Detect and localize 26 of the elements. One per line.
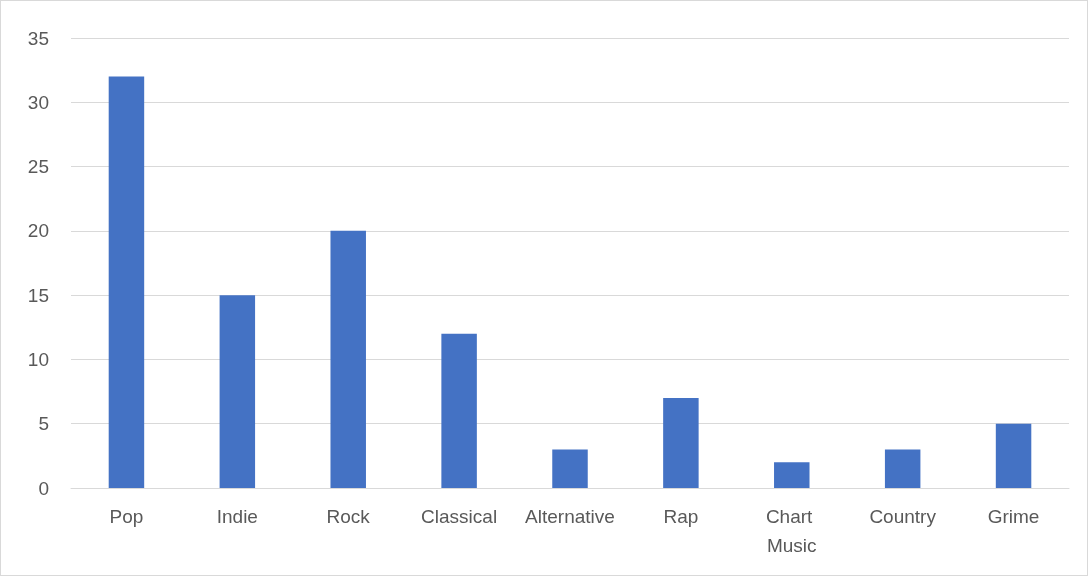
- y-tick-label: 15: [27, 284, 49, 306]
- x-tick-label: Classical: [421, 506, 498, 527]
- bar: [219, 295, 256, 488]
- x-tick-label: Rock: [326, 506, 371, 527]
- y-tick-label: 5: [38, 413, 49, 435]
- bar: [330, 230, 366, 488]
- bar: [441, 333, 477, 488]
- y-tick-label: 10: [27, 348, 49, 370]
- y-tick-label: 0: [38, 477, 49, 499]
- y-tick-label: 25: [27, 156, 49, 178]
- x-tick-label: Country: [869, 506, 937, 527]
- bar: [663, 398, 699, 488]
- bar: [108, 76, 145, 488]
- x-tick-label: Alternative: [525, 506, 615, 527]
- bar: [774, 462, 810, 488]
- y-tick-label: 35: [27, 27, 49, 49]
- y-tick-label: 20: [27, 220, 49, 242]
- x-tick-label: Indie: [216, 506, 258, 527]
- y-tick-label: 30: [27, 91, 49, 113]
- x-tick-label: Rap: [663, 506, 699, 527]
- x-tick-label: Pop: [109, 506, 144, 527]
- bar: [995, 423, 1032, 488]
- x-tick-label: Grime: [987, 506, 1040, 527]
- bar: [884, 449, 921, 488]
- x-tick-label: Chart Music: [765, 506, 818, 556]
- bar: [552, 449, 588, 488]
